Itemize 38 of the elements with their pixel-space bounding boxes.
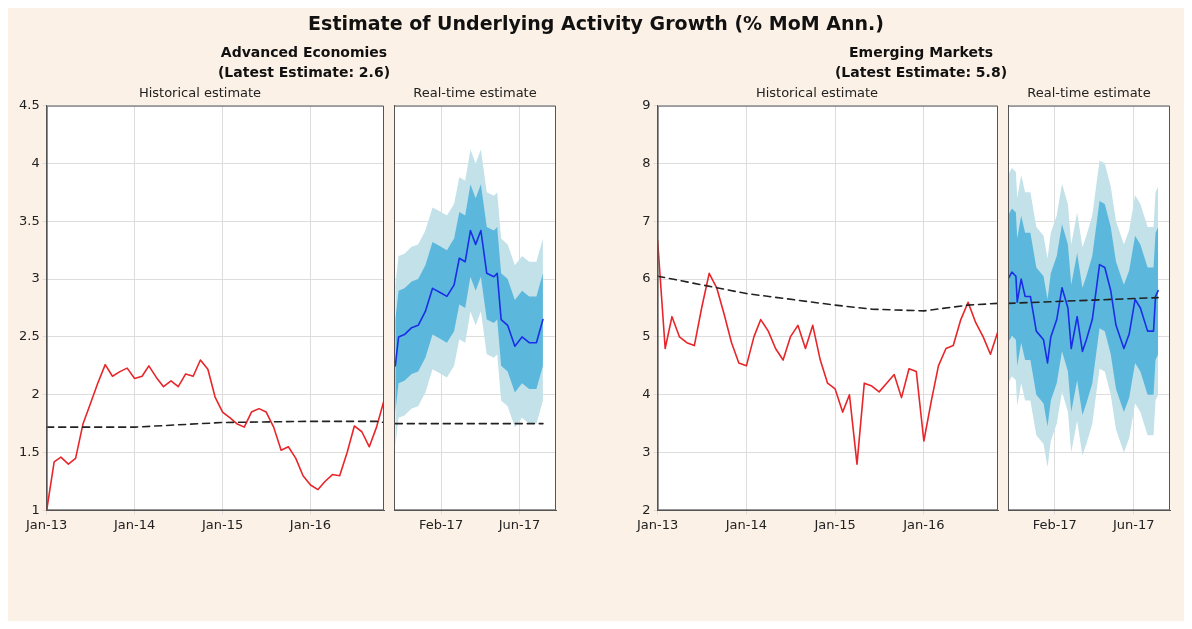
chart-subtitle: (Latest Estimate: 2.6)	[216, 63, 392, 82]
y-tick-label: 4	[642, 386, 651, 402]
text: Real-time estimate	[1027, 85, 1151, 101]
x-tick-label: Jun-17	[1112, 516, 1155, 532]
x-tick-label: Jan-14	[112, 516, 156, 532]
y-tick-label: 3	[642, 443, 651, 459]
line-series	[657, 275, 998, 312]
x-tick-label: Feb-17	[418, 516, 464, 532]
chart-title: Emerging Markets	[848, 43, 994, 62]
chart-title: Advanced Economies	[219, 43, 389, 62]
y-tick-label: 2.5	[18, 328, 40, 344]
x-tick-label: Jun-17	[497, 516, 541, 532]
y-tick-label: 1	[31, 501, 40, 517]
x-tick-label: Jan-16	[288, 516, 332, 532]
x-tick-label: Jan-14	[724, 516, 768, 532]
y-tick-label: 2	[642, 501, 651, 517]
text: Historical estimate	[138, 85, 262, 101]
y-tick-label: 2	[31, 386, 40, 402]
y-tick-label: 7	[642, 212, 651, 228]
y-tick-label: 4.5	[18, 96, 40, 112]
y-tick-label: 1.5	[18, 443, 40, 459]
text: Estimate of Underlying Activity Growth (% MoM Ann.)	[307, 11, 885, 36]
y-tick-label: 5	[642, 328, 651, 344]
y-tick-label: 3	[31, 270, 40, 286]
y-tick-label: 3.5	[18, 212, 40, 228]
y-tick-label: 4	[31, 154, 40, 170]
x-tick-label: Feb-17	[1032, 516, 1077, 532]
text: Real-time estimate	[413, 85, 537, 101]
y-tick-label: 6	[642, 270, 651, 286]
y-tick-label: 9	[642, 96, 651, 112]
x-tick-label: Jan-15	[200, 516, 244, 532]
x-tick-label: Jan-13	[636, 516, 679, 532]
x-tick-label: Jan-15	[813, 516, 856, 532]
x-tick-label: Jan-16	[902, 516, 945, 532]
text: Historical estimate	[755, 85, 879, 101]
x-tick-label: Jan-13	[25, 516, 68, 532]
chart-subtitle: (Latest Estimate: 5.8)	[833, 63, 1009, 82]
y-tick-label: 8	[642, 154, 651, 170]
